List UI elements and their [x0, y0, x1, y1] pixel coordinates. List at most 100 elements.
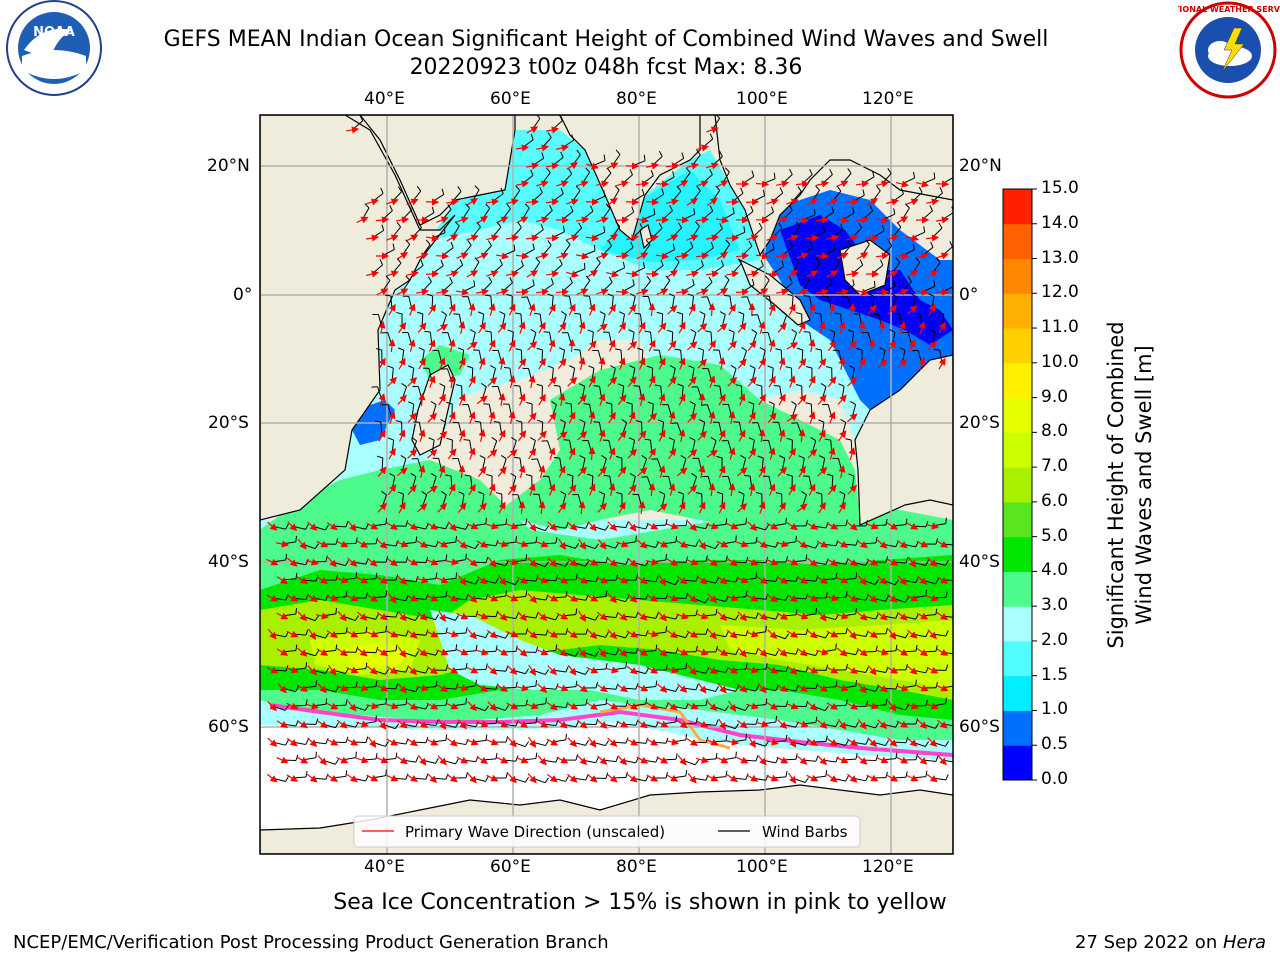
wind-barb-flag	[621, 418, 627, 424]
wave-direction-arrow	[858, 357, 866, 370]
wind-barb	[431, 295, 434, 311]
wind-barb-flag	[421, 490, 427, 496]
wave-direction-arrow	[536, 252, 549, 260]
wind-barb-flag	[458, 491, 465, 495]
wind-barb-flag	[939, 187, 944, 194]
host-name: Hera	[1222, 932, 1266, 953]
wave-direction-arrow	[798, 465, 806, 478]
wind-barb-flag	[725, 239, 731, 245]
wave-direction-arrow	[815, 252, 830, 260]
wind-barb-flag	[674, 257, 680, 263]
wave-direction-arrow	[578, 321, 586, 334]
wind-barb-flag	[535, 257, 541, 263]
wave-direction-arrow	[515, 144, 530, 152]
wave-direction-arrow	[675, 216, 690, 224]
wind-barb-flag	[431, 206, 435, 213]
wave-direction-arrow	[566, 234, 579, 242]
lat-label-right-60s: 60°S	[959, 717, 1000, 737]
wind-barb-flag	[484, 294, 491, 297]
wind-barb-flag	[845, 438, 852, 441]
lat-label-left-0: 0°	[233, 285, 253, 305]
nws-logo-text: NATIONAL WEATHER SERVICE	[1178, 5, 1280, 14]
wave-direction-arrow	[548, 447, 556, 460]
wave-direction-arrow	[458, 429, 466, 442]
wave-direction-arrow	[596, 216, 609, 224]
wind-barb	[291, 704, 307, 707]
lon-label-bottom-40e: 40°E	[364, 857, 405, 877]
wave-direction-arrow	[675, 288, 690, 296]
wind-barb	[771, 705, 787, 708]
wave-direction-arrow	[408, 303, 416, 316]
wind-barb-flag	[560, 491, 566, 495]
wave-direction-arrow	[598, 356, 606, 371]
wind-barb-flag	[685, 167, 691, 173]
wind-barb-flag	[532, 279, 535, 286]
wind-barb-flag	[690, 241, 694, 248]
wave-direction-arrow	[606, 270, 619, 278]
wind-barb-flag	[778, 222, 783, 229]
wind-barb-flag	[397, 186, 402, 193]
wind-barb-flag	[420, 259, 424, 266]
wave-direction-arrow	[437, 431, 448, 441]
wind-barb-flag	[748, 437, 755, 441]
wind-barb-flag	[855, 679, 858, 687]
wave-direction-arrow	[638, 357, 646, 370]
wind-barb-flag	[450, 241, 454, 248]
wind-barb-flag	[397, 347, 404, 351]
wind-barb-flag	[565, 733, 567, 740]
wave-direction-arrow	[628, 304, 637, 316]
wind-barb-flag	[400, 455, 407, 459]
wind-barb-flag	[559, 115, 563, 121]
wind-barb-flag	[895, 257, 901, 263]
wave-direction-arrow	[798, 428, 806, 443]
wave-direction-arrow	[406, 270, 420, 278]
wave-direction-arrow	[698, 464, 706, 479]
wave-direction-arrow	[528, 374, 536, 388]
wave-direction-arrow	[788, 447, 796, 460]
wave-direction-arrow	[578, 357, 586, 370]
wind-barb	[691, 560, 707, 563]
wave-direction-arrow	[537, 430, 547, 441]
wind-barb-flag	[759, 347, 766, 351]
wind-barb-flag	[803, 331, 810, 333]
wind-barb-flag	[715, 185, 721, 191]
wind-barb-flag	[543, 331, 550, 333]
wind-barb-flag	[570, 205, 574, 212]
wind-barb-flag	[515, 185, 521, 191]
wave-direction-arrow	[648, 339, 656, 352]
wave-direction-arrow	[597, 502, 607, 513]
wind-barb-flag	[374, 420, 381, 423]
wind-barb-flag	[741, 346, 747, 352]
wind-barb-flag	[513, 244, 516, 251]
wave-direction-arrow	[518, 358, 527, 370]
wave-direction-arrow	[458, 320, 466, 334]
wave-direction-arrow	[378, 429, 386, 442]
wave-direction-arrow	[727, 376, 738, 387]
wave-direction-arrow	[835, 288, 850, 296]
wind-barb-flag	[474, 185, 480, 191]
wave-direction-arrow	[716, 180, 729, 188]
wave-direction-arrow	[447, 448, 457, 460]
wave-direction-arrow	[697, 430, 707, 441]
wind-barb-flag	[585, 275, 591, 281]
wave-direction-arrow	[446, 270, 459, 278]
wind-barb-flag	[639, 223, 644, 230]
wind-barb-flag	[689, 437, 696, 441]
wind-barb-flag	[375, 348, 382, 351]
wave-direction-arrow	[877, 359, 888, 369]
wind-barb-flag	[560, 187, 564, 194]
wave-direction-arrow	[568, 338, 576, 353]
wind-barb	[661, 313, 664, 329]
wave-direction-arrow	[817, 394, 827, 406]
sea-ice-note: Sea Ice Concentration > 15% is shown in …	[333, 890, 947, 915]
wind-barb-flag	[605, 203, 611, 209]
wind-barb-flag	[856, 347, 863, 351]
colorbar-segment	[1003, 501, 1032, 538]
wave-direction-arrow	[417, 503, 428, 513]
wind-barb-flag	[829, 169, 833, 175]
wind-barb-flag	[695, 221, 700, 227]
wave-direction-arrow	[928, 303, 936, 316]
wind-barb-flag	[505, 589, 508, 597]
wave-direction-arrow	[807, 448, 818, 459]
wind-barb-flag	[719, 223, 723, 229]
